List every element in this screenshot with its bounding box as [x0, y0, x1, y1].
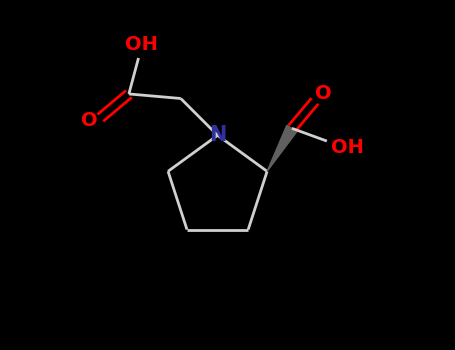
Text: OH: OH: [125, 35, 157, 54]
Polygon shape: [267, 125, 297, 171]
Text: O: O: [315, 84, 332, 103]
Text: N: N: [209, 125, 226, 145]
Text: OH: OH: [331, 138, 364, 156]
Text: O: O: [81, 111, 98, 130]
